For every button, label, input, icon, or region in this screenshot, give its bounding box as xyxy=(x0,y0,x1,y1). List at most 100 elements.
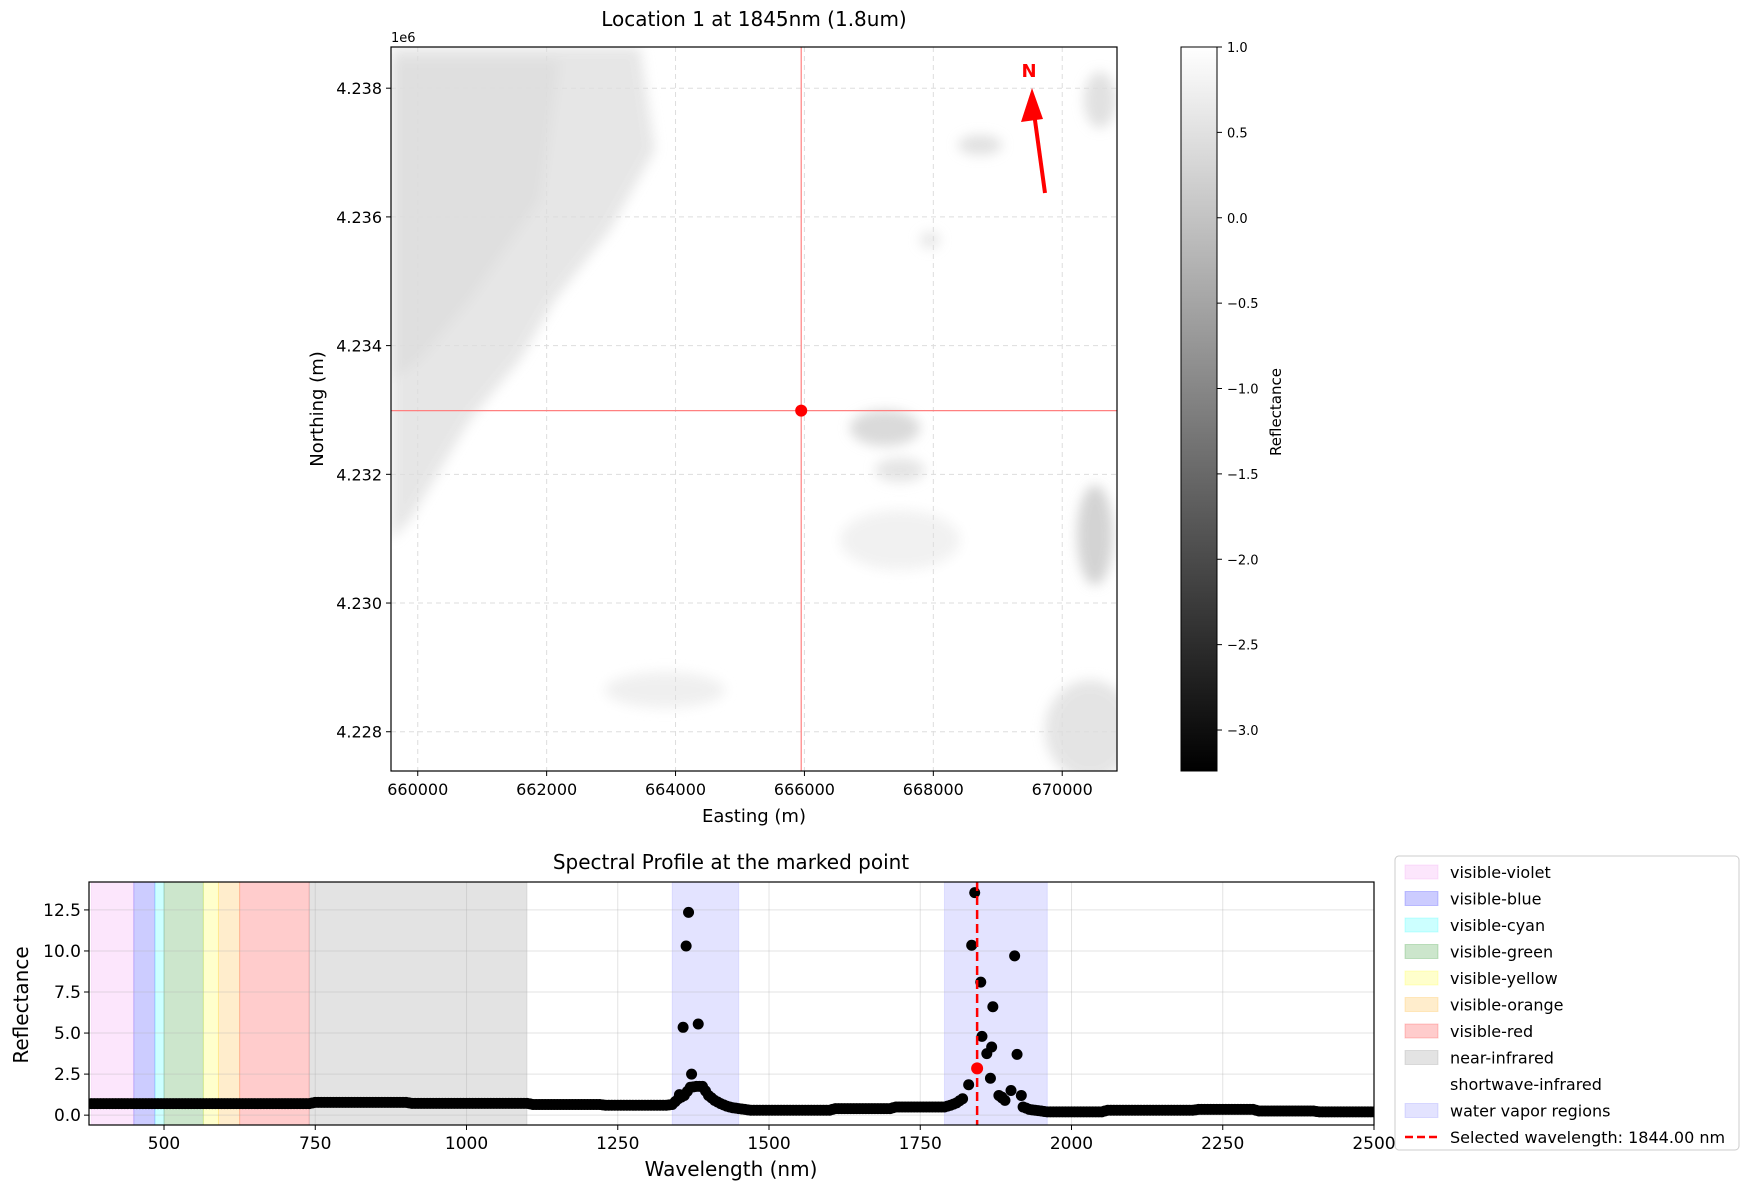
spectral-points xyxy=(89,887,1374,1118)
region-visible-orange xyxy=(217,882,241,1125)
map-x-label: Easting (m) xyxy=(702,806,806,827)
legend-item: visible-blue xyxy=(1404,890,1542,909)
map-x-tick-label: 660000 xyxy=(387,780,448,799)
spectral-x-tick-label: 2500 xyxy=(1352,1134,1395,1154)
legend-item: visible-violet xyxy=(1404,863,1551,882)
map-x-tick-label: 668000 xyxy=(903,780,964,799)
legend-swatch xyxy=(1404,944,1439,959)
selected-point xyxy=(971,1062,984,1075)
spectral-point xyxy=(1005,1085,1017,1097)
region-visible-green xyxy=(163,882,204,1125)
legend-label: visible-cyan xyxy=(1450,916,1545,935)
legend-label: visible-violet xyxy=(1450,863,1551,882)
colorbar-tick-label: 0.5 xyxy=(1227,126,1248,141)
spectral-y-tick-label: 12.5 xyxy=(43,901,81,921)
spectral-x-tick-label: 750 xyxy=(299,1134,331,1154)
spectral-x-tick-label: 500 xyxy=(148,1134,180,1154)
spectral-x-tick-label: 1000 xyxy=(445,1134,488,1154)
spectral-y-tick-label: 5.0 xyxy=(54,1024,81,1044)
map-image: N xyxy=(391,47,1117,771)
colorbar-tick-label: −0.5 xyxy=(1227,297,1259,312)
legend-item: visible-orange xyxy=(1404,996,1564,1015)
legend-item: visible-red xyxy=(1404,1022,1533,1041)
spectral-point xyxy=(683,906,695,918)
spectral-point xyxy=(957,1093,969,1105)
legend: visible-violet visible-blue visible-cyan vi… xyxy=(1394,855,1740,1151)
colorbar-label: Reflectance xyxy=(1267,368,1285,456)
spectral-point xyxy=(976,1030,988,1042)
map-axes-frame xyxy=(390,46,1118,772)
legend-label: visible-orange xyxy=(1450,996,1564,1015)
map-x-tick-label: 670000 xyxy=(1032,780,1093,799)
spectral-y-label: Reflectance xyxy=(9,946,33,1063)
spectral-point xyxy=(680,940,692,952)
spectral-point xyxy=(1368,1106,1374,1118)
region-visible-blue xyxy=(133,882,156,1125)
marked-point xyxy=(795,404,808,417)
legend-swatch xyxy=(1404,997,1439,1012)
map-y-tick-label: 4.234 xyxy=(336,337,382,356)
region-visible-cyan xyxy=(154,882,165,1125)
colorbar-tick-label: −3.0 xyxy=(1227,724,1259,739)
map-y-tick-label: 4.238 xyxy=(336,79,382,98)
spectral-point xyxy=(986,1041,998,1053)
legend-label: visible-yellow xyxy=(1450,969,1558,988)
spectral-point xyxy=(969,887,981,899)
legend-swatch xyxy=(1404,1023,1439,1039)
legend-label: visible-red xyxy=(1450,1022,1533,1041)
legend-item: near-infrared xyxy=(1404,1049,1554,1068)
map-y-tick-label: 4.232 xyxy=(336,465,382,484)
spectral-y-tick-label: 2.5 xyxy=(54,1065,81,1085)
legend-label: visible-green xyxy=(1450,943,1553,962)
legend-label: shortwave-infrared xyxy=(1450,1075,1602,1094)
map-x-tick-label: 666000 xyxy=(774,780,835,799)
legend-swatch xyxy=(1404,1050,1439,1065)
spectral-point xyxy=(686,1068,698,1080)
map-y-tick-label: 4.228 xyxy=(336,723,382,742)
spectral-x-tick-label: 2250 xyxy=(1201,1134,1244,1154)
colorbar-tick-label: 1.0 xyxy=(1227,41,1248,56)
colorbar-tick-label: 0.0 xyxy=(1227,212,1248,227)
map-x-tick-label: 662000 xyxy=(516,780,577,799)
spectral-x-tick-label: 2000 xyxy=(1050,1134,1093,1154)
spectral-y-tick-label: 7.5 xyxy=(54,983,81,1003)
spectral-ticks: 500 750 1000 1250 1500 1750 2000 2250 2500 0.0 2.5… xyxy=(43,901,1395,1154)
region-visible-violet xyxy=(90,882,135,1125)
spectral-point xyxy=(1015,1089,1027,1101)
spectral-point xyxy=(984,1072,996,1084)
spectral-y-tick-label: 0.0 xyxy=(54,1106,81,1126)
spectral-x-tick-label: 1250 xyxy=(596,1134,639,1154)
legend-label: near-infrared xyxy=(1450,1049,1554,1068)
spectral-point xyxy=(692,1018,704,1030)
spectral-axes-frame xyxy=(88,881,1375,1126)
legend-item: visible-cyan xyxy=(1404,916,1545,935)
map-y-label: Northing (m) xyxy=(307,351,328,466)
spectral-regions xyxy=(90,882,1048,1125)
spectral-x-tick-label: 1750 xyxy=(899,1134,942,1154)
spectral-point xyxy=(966,939,978,951)
region-near-infrared xyxy=(308,882,528,1125)
map-ticks: 660000 662000 664000 666000 668000 670000 4.22… xyxy=(336,79,1093,799)
legend-item: visible-yellow xyxy=(1404,969,1558,988)
map-y-tick-label: 4.230 xyxy=(336,594,382,613)
legend-item: visible-green xyxy=(1404,943,1553,962)
spectral-point xyxy=(987,1001,999,1013)
colorbar-tick-label: −1.5 xyxy=(1227,468,1259,483)
legend-label: visible-blue xyxy=(1450,890,1542,909)
region-visible-red xyxy=(239,882,310,1125)
spectral-y-tick-label: 10.0 xyxy=(43,942,81,962)
map-title: Location 1 at 1845nm (1.8um) xyxy=(601,7,906,31)
spectral-point xyxy=(673,1089,685,1101)
legend-label: Selected wavelength: 1844.00 nm xyxy=(1450,1128,1725,1147)
colorbar-ticks: 1.0 0.5 0.0 −0.5 −1.0 −1.5 −2.0 −2.5 −3.0 xyxy=(1217,41,1259,739)
region-visible-yellow xyxy=(202,882,219,1125)
legend-swatch xyxy=(1404,917,1439,933)
map-y-tick-label: 4.236 xyxy=(336,208,382,227)
colorbar xyxy=(1180,46,1218,772)
colorbar-tick-label: −2.0 xyxy=(1227,553,1259,568)
map-x-tick-label: 664000 xyxy=(645,780,706,799)
north-label: N xyxy=(1021,61,1036,82)
legend-item: Selected wavelength: 1844.00 nm xyxy=(1405,1128,1725,1147)
legend-swatch xyxy=(1404,1103,1439,1118)
